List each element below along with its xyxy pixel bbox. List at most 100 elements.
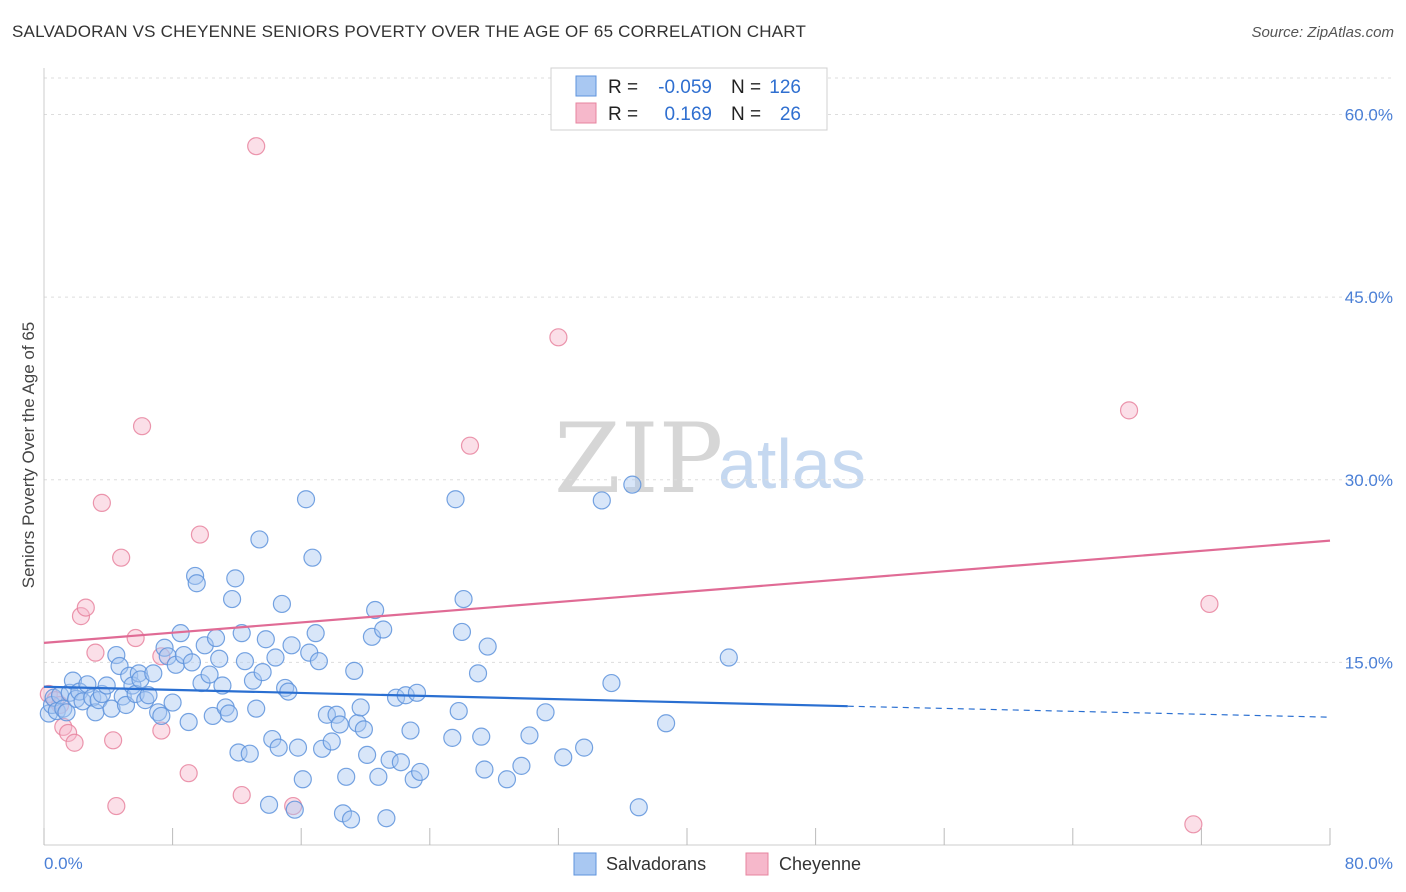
watermark-atlas: atlas (718, 425, 866, 503)
salvadoran-point (592, 491, 611, 510)
salvadoran-point (330, 715, 349, 734)
cheyenne-trend-line (43, 539, 1331, 644)
cheyenne-point (54, 717, 73, 737)
salvadoran-point (213, 676, 232, 695)
salvadoran-point (288, 738, 308, 757)
salvadoran-point (282, 636, 301, 655)
cheyenne-point (1119, 401, 1139, 420)
salvadoran-point (468, 664, 488, 683)
salvadoran-point (259, 795, 279, 814)
legend-r-label-2: R = (608, 104, 638, 125)
salvadoran-point (92, 684, 111, 704)
cheyenne-point (247, 137, 266, 156)
salvadoran-point (102, 699, 121, 718)
salvadoran-point (235, 652, 255, 671)
legend-r-label-1: R = (608, 77, 638, 98)
legend-n-label-1: N = (731, 77, 761, 98)
salvadoran-point (179, 712, 198, 732)
salvadoran-point (602, 673, 621, 693)
salvadoran-point (107, 645, 126, 665)
legend-r-value-2: 0.169 (664, 104, 712, 125)
salvadoran-point (226, 569, 245, 588)
salvadoran-point (182, 653, 201, 672)
cheyenne-point (92, 493, 111, 512)
cheyenne-point (76, 598, 95, 617)
y-axis-title: Seniors Poverty Over the Age of 65 (19, 322, 38, 588)
salvadoran-point (391, 753, 410, 772)
cheyenne-point (107, 796, 126, 816)
cheyenne-point (71, 607, 91, 626)
salvadoran-point (144, 664, 163, 683)
salvadoran-point (351, 698, 370, 717)
salvadoran-point (73, 692, 92, 711)
salvadoran-point (247, 699, 266, 718)
watermark-zip: ZIP (554, 403, 723, 515)
salvadoran-point (443, 728, 462, 747)
cheyenne-point (232, 785, 251, 805)
grid-lines (44, 77, 1393, 663)
x-tick-label-max: 80.0% (1345, 854, 1393, 873)
salvadoran-point (322, 732, 341, 751)
salvadoran-point (512, 756, 531, 775)
salvadoran-point (129, 664, 148, 683)
salvadoran-point (327, 705, 346, 724)
salvadoran-point (57, 703, 76, 722)
salvadoran-point (206, 628, 226, 648)
salvadoran-point (253, 663, 272, 682)
salvadoran-point (657, 714, 676, 733)
salvadoran-point (309, 652, 328, 671)
cheyenne-point (152, 721, 171, 740)
bottom-legend-label-salvadorans: Salvadorans (606, 854, 706, 874)
salvadoran-point (407, 683, 427, 702)
salvadoran-trend-extension (847, 705, 1331, 718)
salvadoran-point (200, 665, 219, 684)
y-tick-label-15: 15.0% (1345, 653, 1393, 672)
y-tick-label-45: 45.0% (1345, 288, 1393, 307)
cheyenne-point (86, 643, 105, 662)
salvadoran-point (345, 661, 364, 681)
cheyenne-point (104, 731, 123, 750)
source-credit: Source: ZipAtlas.com (1251, 24, 1394, 41)
salvadoran-point (232, 624, 251, 643)
salvadoran-point (446, 490, 465, 509)
salvadoran-point (195, 636, 214, 655)
chart-title: SALVADORAN VS CHEYENNE SENIORS POVERTY O… (12, 22, 807, 41)
salvadoran-point (380, 750, 399, 769)
salvadoran-point (152, 706, 171, 726)
legend-n-value-1: 126 (769, 77, 801, 98)
axes (43, 68, 1331, 846)
salvadoran-point (187, 574, 206, 593)
salvadoran-point (497, 770, 517, 789)
y-tick-label-60: 60.0% (1345, 106, 1393, 125)
cheyenne-point (59, 723, 78, 743)
salvadoran-point (366, 600, 385, 620)
salvadoran-point (136, 691, 155, 710)
salvadoran-point (219, 704, 238, 723)
cheyenne-point (460, 436, 480, 455)
cheyenne-point (1184, 815, 1203, 834)
salvadoran-point (452, 622, 472, 642)
salvadoran-trend-line (43, 685, 848, 708)
salvadoran-point (369, 767, 388, 786)
salvadoran-point (411, 762, 430, 782)
cheyenne-point (549, 328, 568, 347)
salvadoran-point (186, 566, 205, 586)
salvadoran-point (719, 648, 738, 667)
salvadoran-point (317, 705, 337, 724)
salvadoran-point (210, 649, 229, 668)
salvadoran-point (374, 620, 393, 639)
salvadoran-point (354, 720, 373, 739)
salvadoran-point (256, 630, 275, 649)
salvadoran-point (240, 744, 259, 763)
legend-box: R = -0.059 N = 126 R = 0.169 N = 26 (550, 67, 828, 131)
trend-lines (43, 539, 1331, 718)
salvadoran-point (629, 798, 648, 817)
salvadoran-point (250, 530, 269, 549)
bottom-legend-swatch-salvadorans (573, 852, 597, 876)
legend-swatch-cheyenne (575, 102, 597, 124)
salvadoran-point (303, 548, 322, 567)
salvadoran-point (623, 475, 642, 494)
salvadoran-point (110, 656, 129, 676)
salvadoran-point (163, 693, 182, 712)
salvadoran-point (575, 738, 594, 757)
